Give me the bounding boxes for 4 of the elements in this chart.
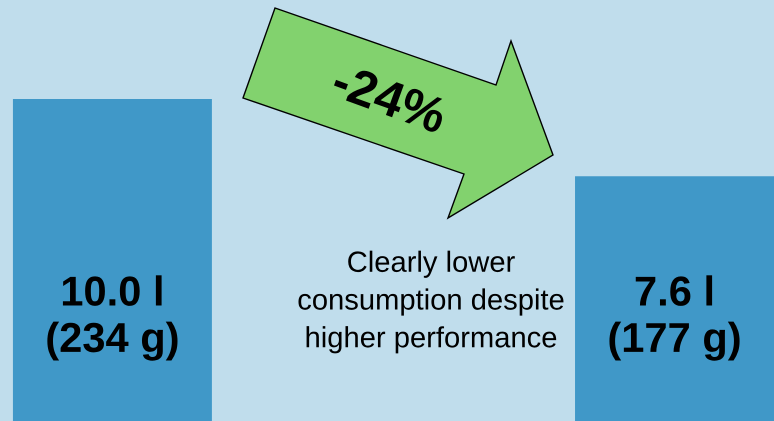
annotation: Clearly lower consumption despite higher performance	[298, 250, 564, 354]
data-label: 10.0 l (234 g)	[47, 275, 178, 361]
annotation: -24%	[330, 62, 450, 134]
data-label: 7.6 l (177 g)	[609, 275, 740, 361]
